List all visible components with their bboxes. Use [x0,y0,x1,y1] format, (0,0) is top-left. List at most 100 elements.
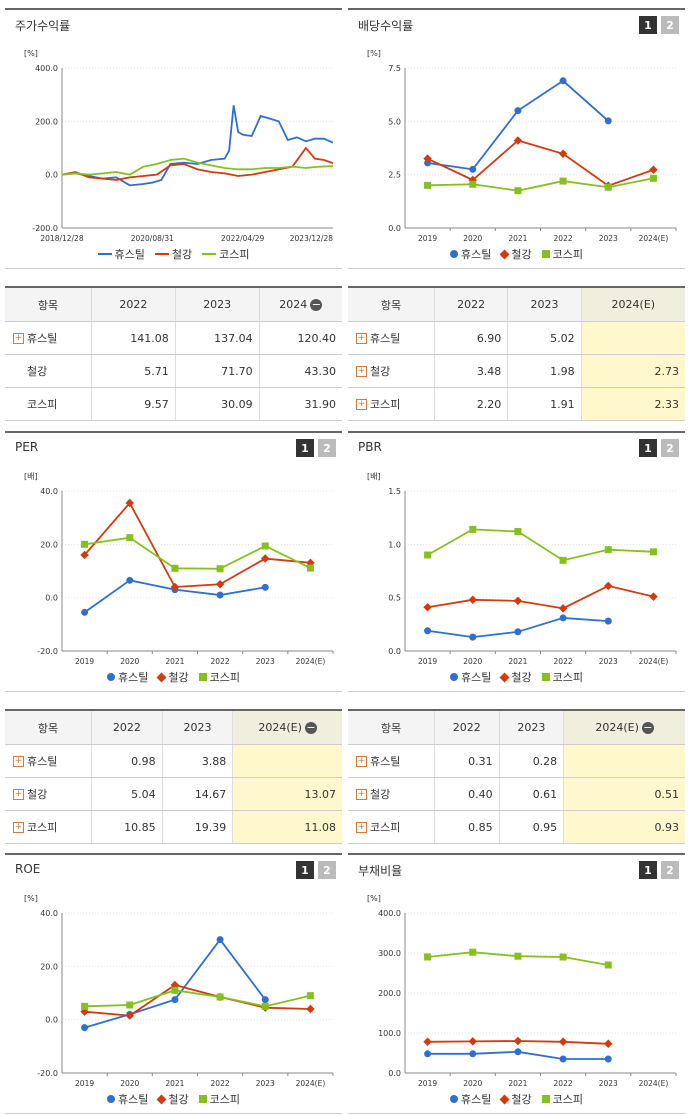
row-name-kospi[interactable]: + 코스피 [348,387,435,421]
square-marker-icon [541,250,550,258]
x-tick-label: 2022 [554,1079,573,1088]
expand-icon[interactable]: + [13,821,24,833]
expand-icon[interactable]: + [356,755,367,767]
legend-item-hus[interactable]: 휴스틸 [450,669,491,685]
y-tick-label: 100.0 [378,1029,401,1038]
toggle-1-button[interactable]: 1 [296,861,314,879]
data-point-hus [81,608,89,616]
per-panel: PER 1 2 [배] 40.0 20.0 0.0 -20.0 2019 2020 2021 2… [5,431,342,692]
y-tick-label: 200.0 [35,117,58,126]
x-tick-label: 2018/12/28 [40,234,83,243]
legend-item-kospi[interactable]: 코스피 [198,669,240,685]
collapse-icon[interactable]: − [310,298,323,311]
collapse-icon[interactable]: − [641,721,654,734]
table-row: + 휴스틸 6.90 5.02 [348,321,685,355]
legend-label: 코스피 [219,248,250,261]
legend-item-hus[interactable]: 휴스틸 [97,246,145,262]
line-swatch-icon [97,253,112,255]
data-point-hus [469,633,477,641]
toggle-2-button[interactable]: 2 [661,16,679,34]
legend-item-hus[interactable]: 휴스틸 [107,1091,148,1107]
row-name-steel[interactable]: + 철강 [5,777,92,811]
legend-item-kospi[interactable]: 코스피 [198,1091,240,1107]
stock-return-legend: 휴스틸 철강 코스피 [5,246,342,262]
legend-item-steel[interactable]: 철강 [154,246,192,262]
expand-icon[interactable]: + [13,788,24,800]
row-name-hus[interactable]: + 휴스틸 [348,321,435,355]
legend-item-steel[interactable]: 철강 [499,1091,532,1107]
x-tick-label: 2023/12/28 [290,234,333,243]
cell: 1.91 [507,387,582,421]
legend-item-kospi[interactable]: 코스피 [541,246,583,262]
cell [232,744,342,778]
legend-item-hus[interactable]: 휴스틸 [450,246,491,262]
expand-icon[interactable]: + [356,398,367,410]
expand-icon[interactable]: + [356,365,367,377]
data-point-kospi [604,961,612,969]
legend-item-steel[interactable]: 철강 [499,669,532,685]
legend-label: 철강 [511,671,532,684]
y-tick-label: 2.5 [388,171,401,180]
toggle-2-button[interactable]: 2 [661,861,679,879]
cell: 2.73 [580,354,685,388]
data-point-kospi [559,177,567,185]
expand-icon[interactable]: + [356,821,367,833]
data-point-steel [604,1039,613,1049]
pbr-table: 항목 2022 2023 2024(E) − + 휴스틸 0.31 0.28 + 철강… [348,709,685,844]
x-tick-label: 2019 [418,234,437,243]
toggle-2-button[interactable]: 2 [318,439,336,457]
cell: 0.85 [434,810,500,844]
series-line-steel [84,984,311,1017]
cell: 71.70 [174,354,260,388]
legend-item-kospi[interactable]: 코스피 [541,1091,583,1107]
row-name-kospi[interactable]: + 코스피 [5,810,92,844]
unit-label: [배] [367,472,381,481]
legend-item-steel[interactable]: 철강 [156,1091,189,1107]
data-point-steel [649,165,658,175]
data-point-kospi [514,187,522,195]
x-tick-label: 2021 [165,657,184,666]
row-name-hus[interactable]: + 휴스틸 [348,744,435,778]
col-header-label: 2024 [279,298,308,311]
row-name-steel[interactable]: + 철강 [348,777,435,811]
toggle-2-button[interactable]: 2 [661,439,679,457]
chart-toggle: 1 2 [296,861,336,879]
legend-item-steel[interactable]: 철강 [156,669,189,685]
row-name-steel[interactable]: + 철강 [348,354,435,388]
toggle-1-button[interactable]: 1 [639,439,657,457]
legend-item-steel[interactable]: 철강 [499,246,532,262]
collapse-icon[interactable]: − [304,721,317,734]
data-point-kospi [126,1001,134,1009]
row-label: 철강 [27,788,48,801]
expand-icon[interactable]: + [356,788,367,800]
toggle-1-button[interactable]: 1 [639,861,657,879]
expand-icon[interactable]: + [356,332,367,344]
cell: 31.90 [258,387,342,421]
y-tick-label: 400.0 [35,64,58,73]
row-name-kospi[interactable]: + 코스피 [348,810,435,844]
legend-item-kospi[interactable]: 코스피 [202,246,250,262]
legend-item-hus[interactable]: 휴스틸 [450,1091,491,1107]
col-header: 2022 [91,286,176,322]
pbr-title: PBR [358,440,382,454]
row-name-hus[interactable]: + 휴스틸 [5,321,92,355]
data-point-hus [216,591,224,599]
legend-item-kospi[interactable]: 코스피 [541,669,583,685]
data-point-steel [604,581,613,591]
line-swatch-icon [154,253,169,255]
series-line-steel [61,146,334,181]
expand-icon[interactable]: + [13,755,24,767]
data-point-hus [604,117,612,125]
cell: 6.90 [433,321,508,355]
toggle-1-button[interactable]: 1 [639,16,657,34]
toggle-1-button[interactable]: 1 [296,439,314,457]
toggle-2-button[interactable]: 2 [318,861,336,879]
series-line-steel [427,139,654,187]
cell: 13.07 [232,777,342,811]
legend-item-hus[interactable]: 휴스틸 [107,669,148,685]
expand-icon[interactable]: + [13,332,24,344]
cell: 120.40 [258,321,342,355]
legend-label: 코스피 [209,1093,240,1106]
row-name-hus[interactable]: + 휴스틸 [5,744,92,778]
y-tick-label: -20.0 [37,1069,58,1078]
